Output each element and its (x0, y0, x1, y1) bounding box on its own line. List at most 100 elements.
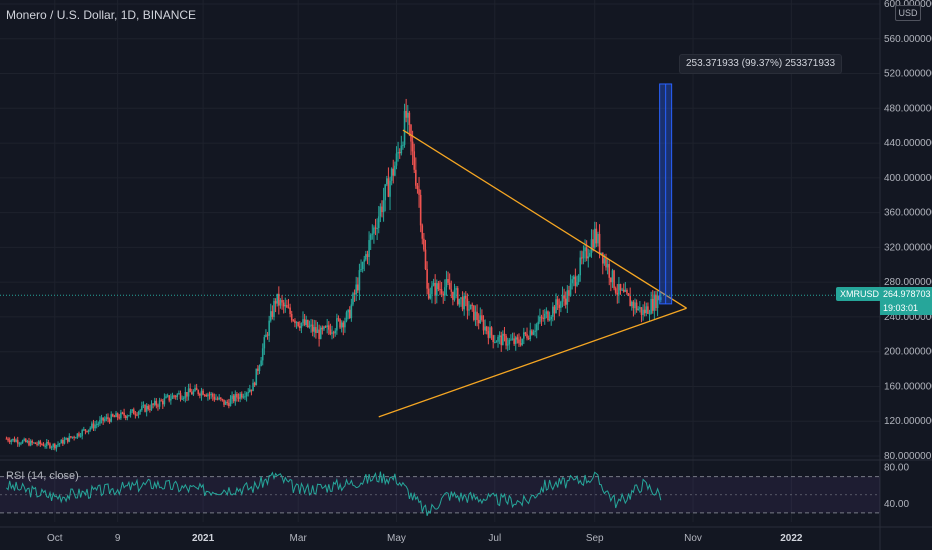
candle-body (137, 411, 140, 415)
candle-body (258, 366, 261, 371)
candle-body (576, 282, 578, 286)
candle-body (560, 301, 562, 308)
candle-body (350, 304, 353, 318)
candle-body (276, 293, 279, 304)
symmetrical-triangle-drawing[interactable] (378, 129, 687, 418)
candle-body (189, 388, 191, 393)
currency-button[interactable]: USD (895, 5, 921, 21)
candle-body (626, 289, 628, 294)
candle-body (16, 440, 19, 444)
candle-body (493, 342, 496, 344)
candle-body (477, 319, 480, 324)
candle-body (144, 405, 146, 412)
candle-body (627, 293, 630, 296)
candle-body (479, 315, 482, 324)
candle-body (389, 180, 391, 197)
candle-body (110, 414, 113, 422)
candle-body (220, 397, 222, 400)
candle-body (610, 277, 612, 283)
candle-body (173, 395, 175, 397)
candle-body (558, 304, 561, 308)
candle-body (660, 297, 662, 300)
candle-body (329, 329, 332, 334)
candle-body (265, 334, 267, 338)
candle-body (637, 308, 640, 311)
candle-body (403, 110, 406, 145)
candle-body (574, 276, 577, 286)
price-range-measure[interactable] (659, 83, 673, 305)
candle-body (421, 225, 424, 239)
candle-body (281, 300, 283, 303)
candle-body (237, 397, 240, 399)
candle-body (492, 335, 494, 343)
candle-body (600, 252, 602, 254)
candle-body (598, 233, 601, 254)
candle-body (405, 110, 407, 118)
candle-body (608, 264, 611, 278)
price-tick-label: 200.000000 (884, 347, 932, 358)
candle-body (606, 264, 609, 268)
time-tick-label: Nov (684, 533, 702, 544)
candle-body (490, 327, 493, 336)
candle-body (202, 390, 204, 395)
price-axis[interactable]: 600.000000560.000000520.000000480.000000… (884, 0, 932, 462)
candle-body (535, 324, 538, 331)
time-axis[interactable]: Oct 9 2021 Mar May Jul Sep Nov 2022 (47, 533, 803, 544)
price-tick-label: 320.000000 (884, 242, 932, 253)
candle-body (186, 392, 188, 397)
price-tick-label: 160.000000 (884, 381, 932, 392)
candle-body (102, 417, 104, 421)
candle-body (268, 320, 270, 336)
candle-body (123, 412, 125, 416)
candle-body (634, 302, 636, 309)
candle-body (656, 295, 659, 309)
chart-title: Monero / U.S. Dollar, 1D, BINANCE (6, 8, 197, 22)
candle-body (116, 413, 119, 418)
candle-body (211, 393, 214, 397)
candle-body (182, 397, 185, 399)
candle-body (553, 306, 556, 314)
candle-body (516, 337, 519, 340)
candle-body (23, 439, 25, 441)
candle-body (526, 334, 528, 339)
candle-body (408, 112, 411, 125)
candle-body (537, 321, 540, 325)
candle-body (26, 441, 29, 443)
candle-body (474, 311, 477, 320)
rsi-tick-label: 80.00 (884, 463, 909, 474)
candle-body (545, 311, 548, 314)
candle-body (141, 406, 143, 410)
candle-body (136, 414, 138, 416)
candle-body (411, 141, 414, 152)
candle-body (595, 228, 598, 244)
candle-body (469, 304, 472, 310)
candle-body (334, 330, 337, 334)
candle-body (524, 332, 527, 335)
candle-body (244, 396, 246, 398)
candle-body (171, 395, 174, 399)
candle-body (278, 293, 280, 306)
candle-body (297, 322, 299, 327)
candle-body (50, 446, 53, 448)
candle-body (113, 416, 116, 418)
candle-body (308, 325, 311, 328)
candle-body (581, 257, 583, 259)
candle-body (510, 339, 512, 341)
candle-body (87, 429, 90, 432)
candle-body (273, 301, 275, 317)
candle-body (445, 279, 448, 288)
candle-body (584, 247, 586, 252)
candle-body (590, 239, 593, 253)
candle-body (624, 289, 627, 292)
candle-body (511, 338, 514, 340)
candle-body (313, 327, 316, 332)
candle-body (105, 417, 108, 420)
candle-body (294, 320, 296, 324)
candle-body (419, 194, 422, 226)
candle-body (497, 336, 499, 342)
time-tick-label: 2021 (192, 533, 215, 544)
candle-body (463, 295, 465, 310)
candle-body (131, 409, 133, 412)
candle-body (552, 306, 554, 317)
